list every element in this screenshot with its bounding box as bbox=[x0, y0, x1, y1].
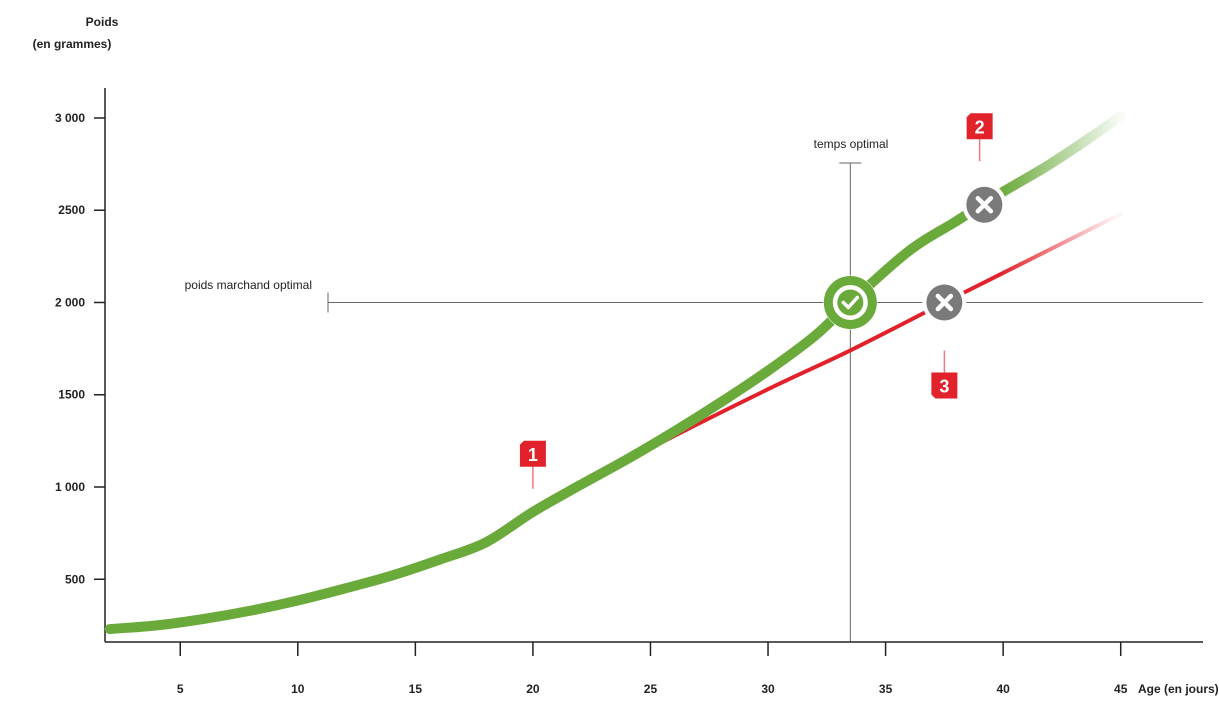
x-axis-title: Age (en jours) bbox=[1138, 682, 1219, 696]
x-tick-label: 25 bbox=[644, 682, 658, 696]
marker-flag-3: 3 bbox=[931, 350, 958, 399]
x-tick-label: 30 bbox=[761, 682, 775, 696]
y-axis-title-line2: (en grammes) bbox=[33, 37, 112, 51]
x-tick-label: 40 bbox=[996, 682, 1010, 696]
close-icon bbox=[935, 293, 954, 312]
reference-lines-layer bbox=[327, 162, 1203, 642]
marker-flag-box bbox=[966, 113, 993, 140]
x-tick-label: 15 bbox=[409, 682, 423, 696]
y-tick-label: 1500 bbox=[58, 388, 85, 402]
marker-flag-number: 2 bbox=[975, 117, 985, 137]
check-icon bbox=[841, 295, 860, 310]
close-icon bbox=[975, 195, 994, 214]
marker-flag-number: 1 bbox=[528, 445, 538, 465]
x-tick-label: 35 bbox=[879, 682, 893, 696]
y-tick-label: 2 000 bbox=[55, 295, 85, 309]
marker-flag-number: 3 bbox=[939, 377, 949, 397]
text-layer: Poids (en grammes) Age (en jours) temps … bbox=[33, 15, 1219, 696]
marker-flag-box bbox=[931, 372, 958, 399]
x-tick-label: 10 bbox=[291, 682, 305, 696]
marker-flag-2: 2 bbox=[966, 113, 993, 162]
marker-flag-box bbox=[519, 440, 546, 467]
y-axis-title-line1: Poids bbox=[86, 15, 119, 29]
y-tick-label: 2500 bbox=[58, 203, 85, 217]
y-tick-label: 500 bbox=[65, 572, 85, 586]
axes-layer bbox=[94, 88, 1203, 656]
x-tick-label: 45 bbox=[1114, 682, 1128, 696]
cross-marker bbox=[962, 182, 1007, 227]
check-marker-dot bbox=[837, 289, 864, 316]
markers-layer: 1 2 3 bbox=[519, 113, 1007, 489]
poids-marchand-label: poids marchand optimal bbox=[185, 278, 312, 292]
cross-marker bbox=[922, 280, 967, 325]
y-tick-label: 1 000 bbox=[55, 480, 85, 494]
x-tick-label: 20 bbox=[526, 682, 540, 696]
x-tick-label: 5 bbox=[177, 682, 184, 696]
check-marker bbox=[823, 275, 878, 330]
y-tick-label: 3 000 bbox=[55, 111, 85, 125]
marker-flag-1: 1 bbox=[519, 440, 546, 489]
temps-optimal-label: temps optimal bbox=[814, 137, 889, 151]
